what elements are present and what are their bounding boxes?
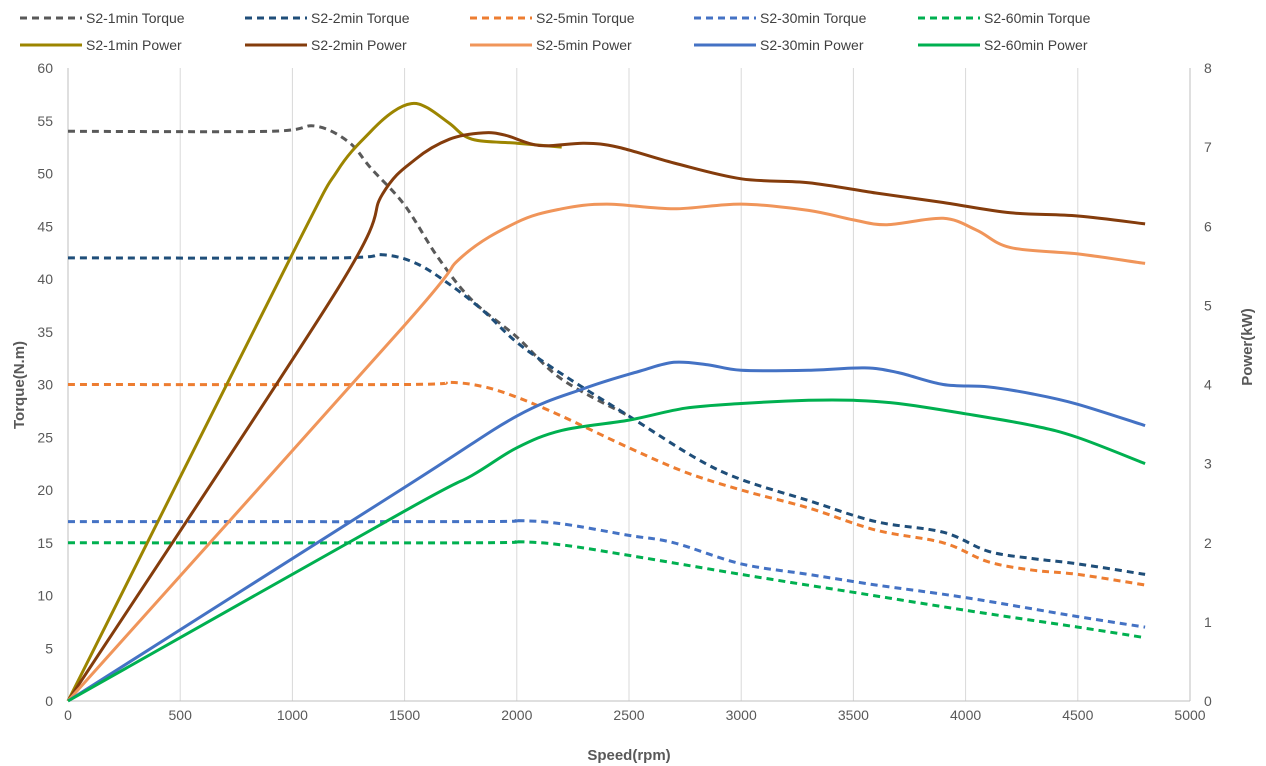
legend-label: S2-5min Torque <box>536 10 635 26</box>
series-line-s2-2min-torque <box>67 253 1146 576</box>
legend-label: S2-1min Power <box>86 37 182 53</box>
y-left-tick-label: 40 <box>37 271 53 287</box>
y-left-tick-label: 15 <box>37 535 53 551</box>
legend-label: S2-60min Torque <box>984 10 1091 26</box>
x-tick-label: 5000 <box>1174 707 1205 723</box>
x-tick-label: 4000 <box>950 707 981 723</box>
y-left-tick-label: 20 <box>37 482 53 498</box>
y-right-tick-label: 7 <box>1204 139 1212 155</box>
series-line-s2-60min-power <box>67 398 1146 703</box>
series-line-s2-1min-torque <box>67 124 630 418</box>
x-tick-label: 2000 <box>501 707 532 723</box>
y-left-tick-label: 25 <box>37 429 53 445</box>
series-line-s2-30min-torque <box>67 519 1146 629</box>
grid <box>179 68 1079 701</box>
y-left-tick-label: 30 <box>37 377 53 393</box>
y-right-tick-label: 4 <box>1204 377 1212 393</box>
y-right-tick-label: 8 <box>1204 60 1212 76</box>
series-line-s2-5min-power <box>66 202 1146 703</box>
series-line-s2-60min-torque <box>67 540 1146 640</box>
x-tick-label: 3500 <box>838 707 869 723</box>
x-tick-label: 500 <box>169 707 193 723</box>
y-right-tick-label: 3 <box>1204 456 1212 472</box>
y-axis-right-title: Power(kW) <box>1239 308 1256 386</box>
y-left-tick-label: 0 <box>45 693 53 709</box>
y-left-tick-label: 5 <box>45 640 53 656</box>
legend-label: S2-60min Power <box>984 37 1088 53</box>
y-right-tick-label: 1 <box>1204 614 1212 630</box>
x-tick-label: 0 <box>64 707 72 723</box>
y-right-tick-label: 6 <box>1204 218 1212 234</box>
legend-label: S2-1min Torque <box>86 10 185 26</box>
series-line-s2-30min-power <box>67 360 1146 703</box>
y-left-tick-label: 55 <box>37 113 53 129</box>
x-tick-label: 1500 <box>389 707 420 723</box>
y-left-tick-label: 35 <box>37 324 53 340</box>
series-line-s2-5min-torque <box>67 380 1146 587</box>
series-line-s2-2min-power <box>66 131 1146 702</box>
legend-label: S2-2min Torque <box>311 10 410 26</box>
legend-label: S2-2min Power <box>311 37 407 53</box>
y-right-tick-label: 5 <box>1204 297 1212 313</box>
series-line-s2-1min-power <box>66 101 562 702</box>
ticks: 0 500 1000 1500 2000 2500 3000 3500 4000 4500 5000… <box>37 60 1212 723</box>
legend: S2-1min Torque S2-2min Torque S2-5min Torq… <box>20 10 1091 53</box>
y-left-tick-label: 45 <box>37 218 53 234</box>
x-tick-label: 1000 <box>277 707 308 723</box>
legend-label: S2-30min Torque <box>760 10 867 26</box>
y-right-tick-label: 2 <box>1204 535 1212 551</box>
y-left-tick-label: 60 <box>37 60 53 76</box>
x-tick-label: 3000 <box>726 707 757 723</box>
legend-label: S2-30min Power <box>760 37 864 53</box>
series-layer <box>66 101 1146 703</box>
x-tick-label: 4500 <box>1062 707 1093 723</box>
y-left-tick-label: 50 <box>37 166 53 182</box>
x-tick-label: 2500 <box>613 707 644 723</box>
y-axis-left-title: Torque(N.m) <box>11 341 28 429</box>
x-axis-title: Speed(rpm) <box>587 747 670 764</box>
y-right-tick-label: 0 <box>1204 693 1212 709</box>
legend-label: S2-5min Power <box>536 37 632 53</box>
y-left-tick-label: 10 <box>37 588 53 604</box>
